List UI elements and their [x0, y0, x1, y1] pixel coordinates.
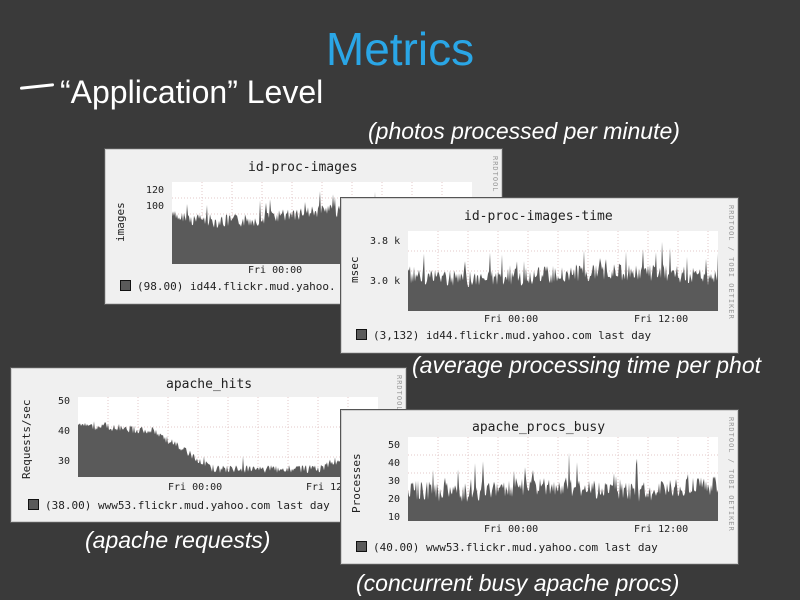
caption-busy-procs: (concurrent busy apache procs): [356, 570, 680, 596]
graph-apache-hits: apache_hits Requests/sec RRDTOOL 50 40 3…: [11, 368, 406, 522]
y-tick: 50: [58, 396, 71, 407]
legend-text: (38.00) www53.flickr.mud.yahoo.com last …: [45, 499, 330, 512]
legend: (3,132) id44.flickr.mud.yahoo.com last d…: [356, 329, 651, 342]
x-tick: Fri 12:00: [634, 524, 689, 535]
graph-title: apache_hits: [166, 377, 253, 392]
caption-avg-time: (average processing time per phot: [412, 352, 762, 378]
bullet-text: “Application” Level: [60, 74, 324, 110]
y-axis-label: msec: [348, 256, 361, 284]
series-chart: [408, 231, 718, 311]
rrdtool-watermark: RRDTOOL / TOBI OETIKER: [727, 417, 735, 532]
x-tick: Fri 00:00: [248, 265, 303, 276]
rrdtool-watermark: RRDTOOL: [491, 156, 499, 193]
y-tick: 3.8 k: [370, 236, 401, 247]
legend-text: (40.00) www53.flickr.mud.yahoo.com last …: [373, 541, 658, 554]
rrdtool-watermark: RRDTOOL: [395, 375, 403, 412]
caption-photos: (photos processed per minute): [368, 118, 680, 144]
dash-bullet-icon: [20, 83, 54, 90]
y-tick: 40: [58, 426, 71, 437]
series-area: [408, 241, 718, 311]
series-chart: [78, 397, 378, 477]
x-tick: Fri 00:00: [484, 314, 539, 325]
y-axis-label: images: [114, 202, 127, 242]
legend-text: (3,132) id44.flickr.mud.yahoo.com last d…: [373, 329, 652, 342]
plot-area: [408, 437, 718, 521]
y-tick: 30: [58, 456, 71, 467]
y-tick: 3.0 k: [370, 276, 401, 287]
y-tick: 120: [146, 185, 165, 196]
y-axis-label: Requests/sec: [20, 399, 33, 479]
x-tick: Fri 12: [306, 482, 343, 493]
legend: (40.00) www53.flickr.mud.yahoo.com last …: [356, 541, 658, 554]
rrdtool-watermark: RRDTOOL / TOBI OETIKER: [727, 205, 735, 320]
plot-area: [408, 231, 718, 311]
graph-apache-procs-busy: apache_procs_busy Processes RRDTOOL / TO…: [341, 410, 738, 564]
slide-title: Metrics: [325, 23, 475, 75]
series-area: [78, 421, 378, 477]
x-tick: Fri 00:00: [168, 482, 223, 493]
y-tick: 40: [388, 458, 401, 469]
series-chart: [408, 437, 718, 521]
graph-id-proc-images-time: id-proc-images-time msec RRDTOOL / TOBI …: [341, 198, 738, 353]
y-tick: 50: [388, 440, 401, 451]
legend-swatch: [28, 499, 39, 510]
y-tick: 10: [388, 512, 401, 523]
y-tick: 20: [388, 494, 401, 505]
legend-text: (98.00) id44.flickr.mud.yahoo.: [137, 280, 336, 293]
series-area: [408, 452, 718, 521]
legend-swatch: [120, 280, 131, 291]
x-tick: Fri 12:00: [634, 314, 689, 325]
legend: (98.00) id44.flickr.mud.yahoo.: [120, 280, 336, 293]
y-tick: 30: [388, 476, 401, 487]
x-tick: Fri 00:00: [484, 524, 539, 535]
y-axis-label: Processes: [350, 453, 363, 513]
graph-title: id-proc-images: [248, 160, 358, 175]
graph-title: id-proc-images-time: [464, 209, 613, 224]
legend-swatch: [356, 329, 367, 340]
legend-swatch: [356, 541, 367, 552]
legend: (38.00) www53.flickr.mud.yahoo.com last …: [28, 499, 330, 512]
graph-title: apache_procs_busy: [472, 420, 606, 435]
plot-area: [78, 397, 378, 477]
y-tick: 100: [146, 201, 165, 212]
caption-apache-requests: (apache requests): [85, 527, 271, 553]
